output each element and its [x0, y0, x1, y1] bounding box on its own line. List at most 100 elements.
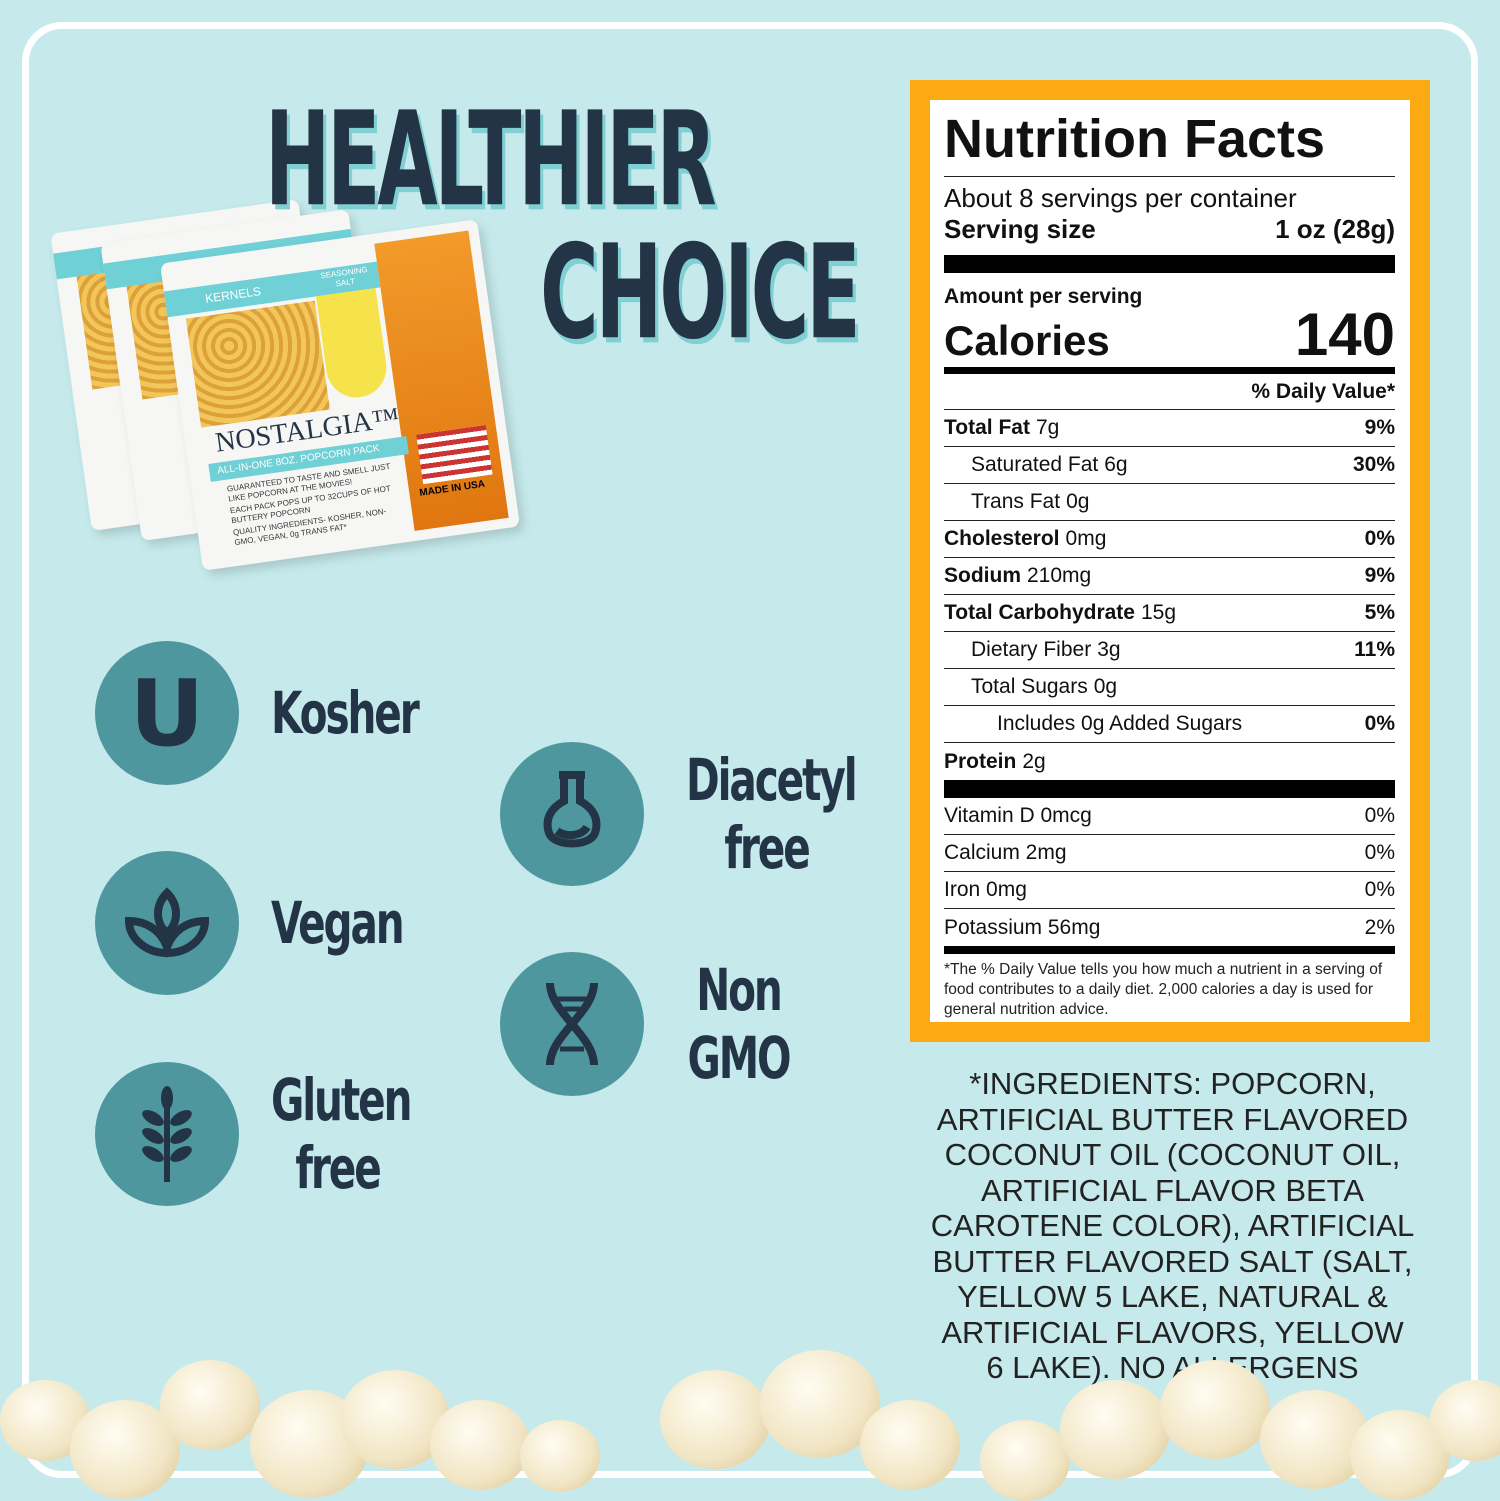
badge-label: Vegan	[271, 889, 405, 957]
nutrient-label: Saturated Fat	[971, 453, 1099, 476]
servings-per-container: About 8 servings per container	[944, 183, 1297, 213]
popcorn-piece	[1060, 1380, 1170, 1479]
badge-vegan: Vegan	[95, 851, 459, 995]
nutrient-daily-value: 11%	[1354, 638, 1395, 661]
nutrient-amount: 210mg	[1027, 564, 1092, 587]
popcorn-piece	[1430, 1380, 1500, 1461]
daily-value-header: % Daily Value*	[944, 374, 1395, 410]
badge-kosher: U Kosher	[95, 641, 481, 785]
nutrient-daily-value: 9%	[1364, 416, 1395, 439]
vitamin-daily-value: 0%	[1364, 878, 1395, 901]
nutrient-label: Trans Fat	[971, 490, 1061, 513]
nutrient-row: Trans Fat 0g	[944, 484, 1395, 521]
nutrient-amount: 0g	[1093, 675, 1118, 698]
nutrient-name: Total Carbohydrate 15g	[944, 601, 1176, 625]
nutrient-row: Total Fat 7g 9%	[944, 410, 1395, 447]
nutrient-row: Sodium 210mg 9%	[944, 558, 1395, 595]
nutrient-row: Protein 2g	[944, 743, 1395, 780]
badge-label: Kosher	[271, 679, 420, 747]
nutrient-label: Total Fat	[944, 416, 1030, 439]
vitamin-row: Potassium 56mg 2%	[944, 909, 1395, 946]
thick-divider	[944, 255, 1395, 273]
vitamin-daily-value: 2%	[1364, 915, 1395, 939]
serving-size-label: Serving size	[944, 214, 1096, 244]
amount-per-serving: Amount per serving	[944, 285, 1143, 308]
serving-size-value: 1 oz (28g)	[1275, 214, 1395, 244]
calories-value: 140	[1294, 301, 1395, 368]
nutrient-row: Includes 0g Added Sugars 0%	[944, 706, 1395, 743]
flask-icon	[500, 742, 644, 886]
nutrient-label: Cholesterol	[944, 527, 1060, 550]
nutrient-name: Total Sugars 0g	[971, 675, 1117, 699]
nutrient-row: Saturated Fat 6g 30%	[944, 447, 1395, 484]
popcorn-piece	[980, 1420, 1070, 1501]
popcorn-piece	[1160, 1360, 1270, 1459]
nutrient-label: Protein	[944, 749, 1017, 773]
nutrient-amount: 0mg	[1065, 527, 1107, 550]
ingredients-text: *INGREDIENTS: POPCORN, ARTIFICIAL BUTTER…	[930, 1066, 1415, 1385]
badge-label: Diacetyl free	[686, 746, 858, 882]
nutrient-amount: 3g	[1097, 638, 1121, 661]
vitamin-daily-value: 0%	[1364, 841, 1395, 864]
headline-line2: CHOICE	[540, 216, 861, 369]
calories-row: Calories 140	[944, 301, 1395, 374]
badge-non-gmo: Non GMO	[500, 952, 836, 1096]
nutrient-name: Dietary Fiber 3g	[971, 638, 1121, 662]
popcorn-piece	[520, 1420, 600, 1492]
vitamin-row: Vitamin D 0mcg 0%	[944, 798, 1395, 835]
kosher-u-icon: U	[95, 641, 239, 785]
nutrient-amount: 2g	[1022, 749, 1046, 773]
nutrient-name: Trans Fat 0g	[971, 490, 1089, 514]
nutrient-amount: 0g	[1066, 490, 1090, 513]
nutrient-label: Total Sugars	[971, 675, 1088, 698]
popcorn-piece	[160, 1360, 260, 1450]
vitamin-name: Potassium 56mg	[944, 915, 1101, 939]
nutrient-name: Protein 2g	[944, 750, 1046, 774]
nutrition-facts-label: Nutrition Facts About 8 servings per con…	[910, 80, 1430, 1042]
calories-label: Calories	[944, 317, 1110, 364]
popcorn-piece	[1260, 1390, 1370, 1489]
headline-line1: HEALTHIER	[265, 83, 717, 236]
dna-icon	[500, 952, 644, 1096]
popcorn-piece	[860, 1400, 960, 1490]
popcorn-piece	[660, 1370, 770, 1469]
frame-border	[22, 22, 1478, 1478]
nutrient-daily-value: 0%	[1364, 712, 1395, 735]
nutrient-name: Includes 0g Added Sugars	[997, 712, 1248, 736]
badge-label: Gluten free	[271, 1066, 412, 1202]
serving-size-row: Serving size 1 oz (28g)	[944, 214, 1395, 245]
nutrient-label: Dietary Fiber	[971, 638, 1092, 661]
wheat-icon	[95, 1062, 239, 1206]
daily-value-footnote: *The % Daily Value tells you how much a …	[944, 961, 1383, 1018]
nutrient-daily-value: 0%	[1364, 527, 1395, 550]
nutrient-name: Total Fat 7g	[944, 416, 1059, 440]
us-flag-icon	[416, 425, 493, 485]
nutrient-daily-value: 5%	[1364, 601, 1395, 624]
nutrient-name: Cholesterol 0mg	[944, 527, 1106, 551]
vitamin-row: Calcium 2mg 0%	[944, 835, 1395, 872]
leaf-icon	[95, 851, 239, 995]
nutrient-row: Dietary Fiber 3g 11%	[944, 632, 1395, 669]
nutrient-label: Sodium	[944, 564, 1021, 587]
nutrient-amount: 7g	[1035, 416, 1060, 439]
badge-label: Non GMO	[687, 956, 792, 1092]
thick-divider	[944, 780, 1395, 798]
nutrient-daily-value: 30%	[1352, 453, 1395, 476]
nutrient-row: Total Carbohydrate 15g 5%	[944, 595, 1395, 632]
nutrition-title: Nutrition Facts	[944, 108, 1395, 177]
nutrient-label: Total Carbohydrate	[944, 601, 1135, 624]
vitamin-name: Iron 0mg	[944, 878, 1027, 901]
nutrient-row: Total Sugars 0g	[944, 669, 1395, 706]
vitamin-name: Calcium 2mg	[944, 841, 1067, 864]
nutrient-label: Includes 0g Added Sugars	[997, 712, 1243, 735]
nutrient-amount: 6g	[1104, 453, 1128, 476]
nutrient-daily-value: 9%	[1364, 564, 1395, 587]
nutrient-amount: 15g	[1140, 601, 1177, 624]
popcorn-piece	[430, 1400, 530, 1490]
nutrient-name: Sodium 210mg	[944, 564, 1091, 588]
badge-gluten-free: Gluten free	[95, 1062, 461, 1206]
badge-diacetyl-free: Diacetyl free	[500, 742, 916, 886]
vitamin-name: Vitamin D 0mcg	[944, 804, 1092, 827]
vitamin-daily-value: 0%	[1364, 804, 1395, 827]
nutrient-name: Saturated Fat 6g	[971, 453, 1128, 477]
